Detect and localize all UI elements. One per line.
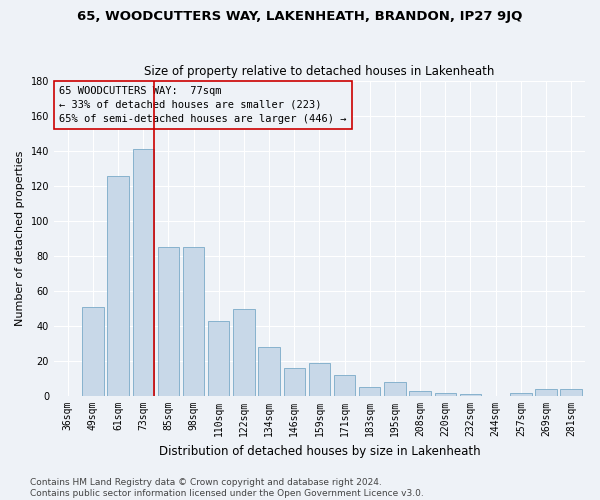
Bar xyxy=(107,176,129,396)
Bar xyxy=(309,363,330,396)
Bar xyxy=(183,248,205,396)
Bar xyxy=(133,150,154,396)
Text: Contains HM Land Registry data © Crown copyright and database right 2024.
Contai: Contains HM Land Registry data © Crown c… xyxy=(30,478,424,498)
Bar xyxy=(259,347,280,396)
Bar xyxy=(284,368,305,396)
Bar xyxy=(359,388,380,396)
Bar xyxy=(460,394,481,396)
Bar xyxy=(409,391,431,396)
Bar xyxy=(510,392,532,396)
Bar xyxy=(158,248,179,396)
Bar xyxy=(384,382,406,396)
Text: 65 WOODCUTTERS WAY:  77sqm
← 33% of detached houses are smaller (223)
65% of sem: 65 WOODCUTTERS WAY: 77sqm ← 33% of detac… xyxy=(59,86,347,124)
Bar xyxy=(208,321,229,396)
Bar xyxy=(434,392,456,396)
Title: Size of property relative to detached houses in Lakenheath: Size of property relative to detached ho… xyxy=(144,66,494,78)
Bar xyxy=(535,389,557,396)
Bar xyxy=(233,308,254,396)
Text: 65, WOODCUTTERS WAY, LAKENHEATH, BRANDON, IP27 9JQ: 65, WOODCUTTERS WAY, LAKENHEATH, BRANDON… xyxy=(77,10,523,23)
Bar xyxy=(560,389,582,396)
X-axis label: Distribution of detached houses by size in Lakenheath: Distribution of detached houses by size … xyxy=(158,444,480,458)
Bar xyxy=(334,375,355,396)
Bar xyxy=(82,307,104,396)
Y-axis label: Number of detached properties: Number of detached properties xyxy=(15,151,25,326)
